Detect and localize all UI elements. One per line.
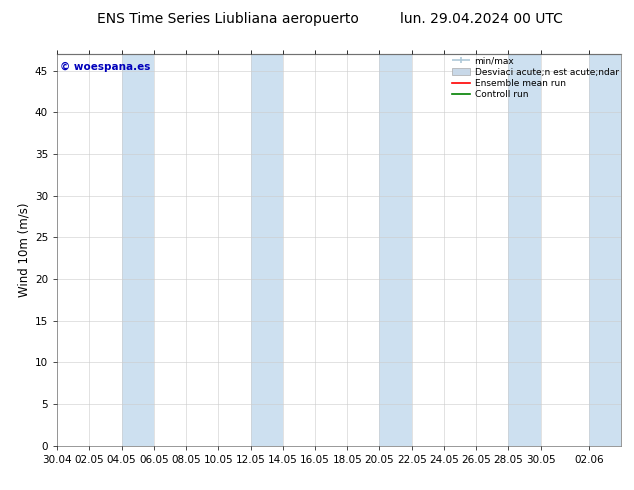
Text: © woespana.es: © woespana.es xyxy=(60,62,150,72)
Bar xyxy=(250,54,283,446)
Text: lun. 29.04.2024 00 UTC: lun. 29.04.2024 00 UTC xyxy=(401,12,563,26)
Bar xyxy=(380,54,411,446)
Bar xyxy=(508,54,541,446)
Legend: min/max, Desviaci acute;n est acute;ndar, Ensemble mean run, Controll run: min/max, Desviaci acute;n est acute;ndar… xyxy=(450,55,621,101)
Text: ENS Time Series Liubliana aeropuerto: ENS Time Series Liubliana aeropuerto xyxy=(97,12,359,26)
Y-axis label: Wind 10m (m/s): Wind 10m (m/s) xyxy=(18,203,30,297)
Bar xyxy=(589,54,621,446)
Bar xyxy=(122,54,154,446)
